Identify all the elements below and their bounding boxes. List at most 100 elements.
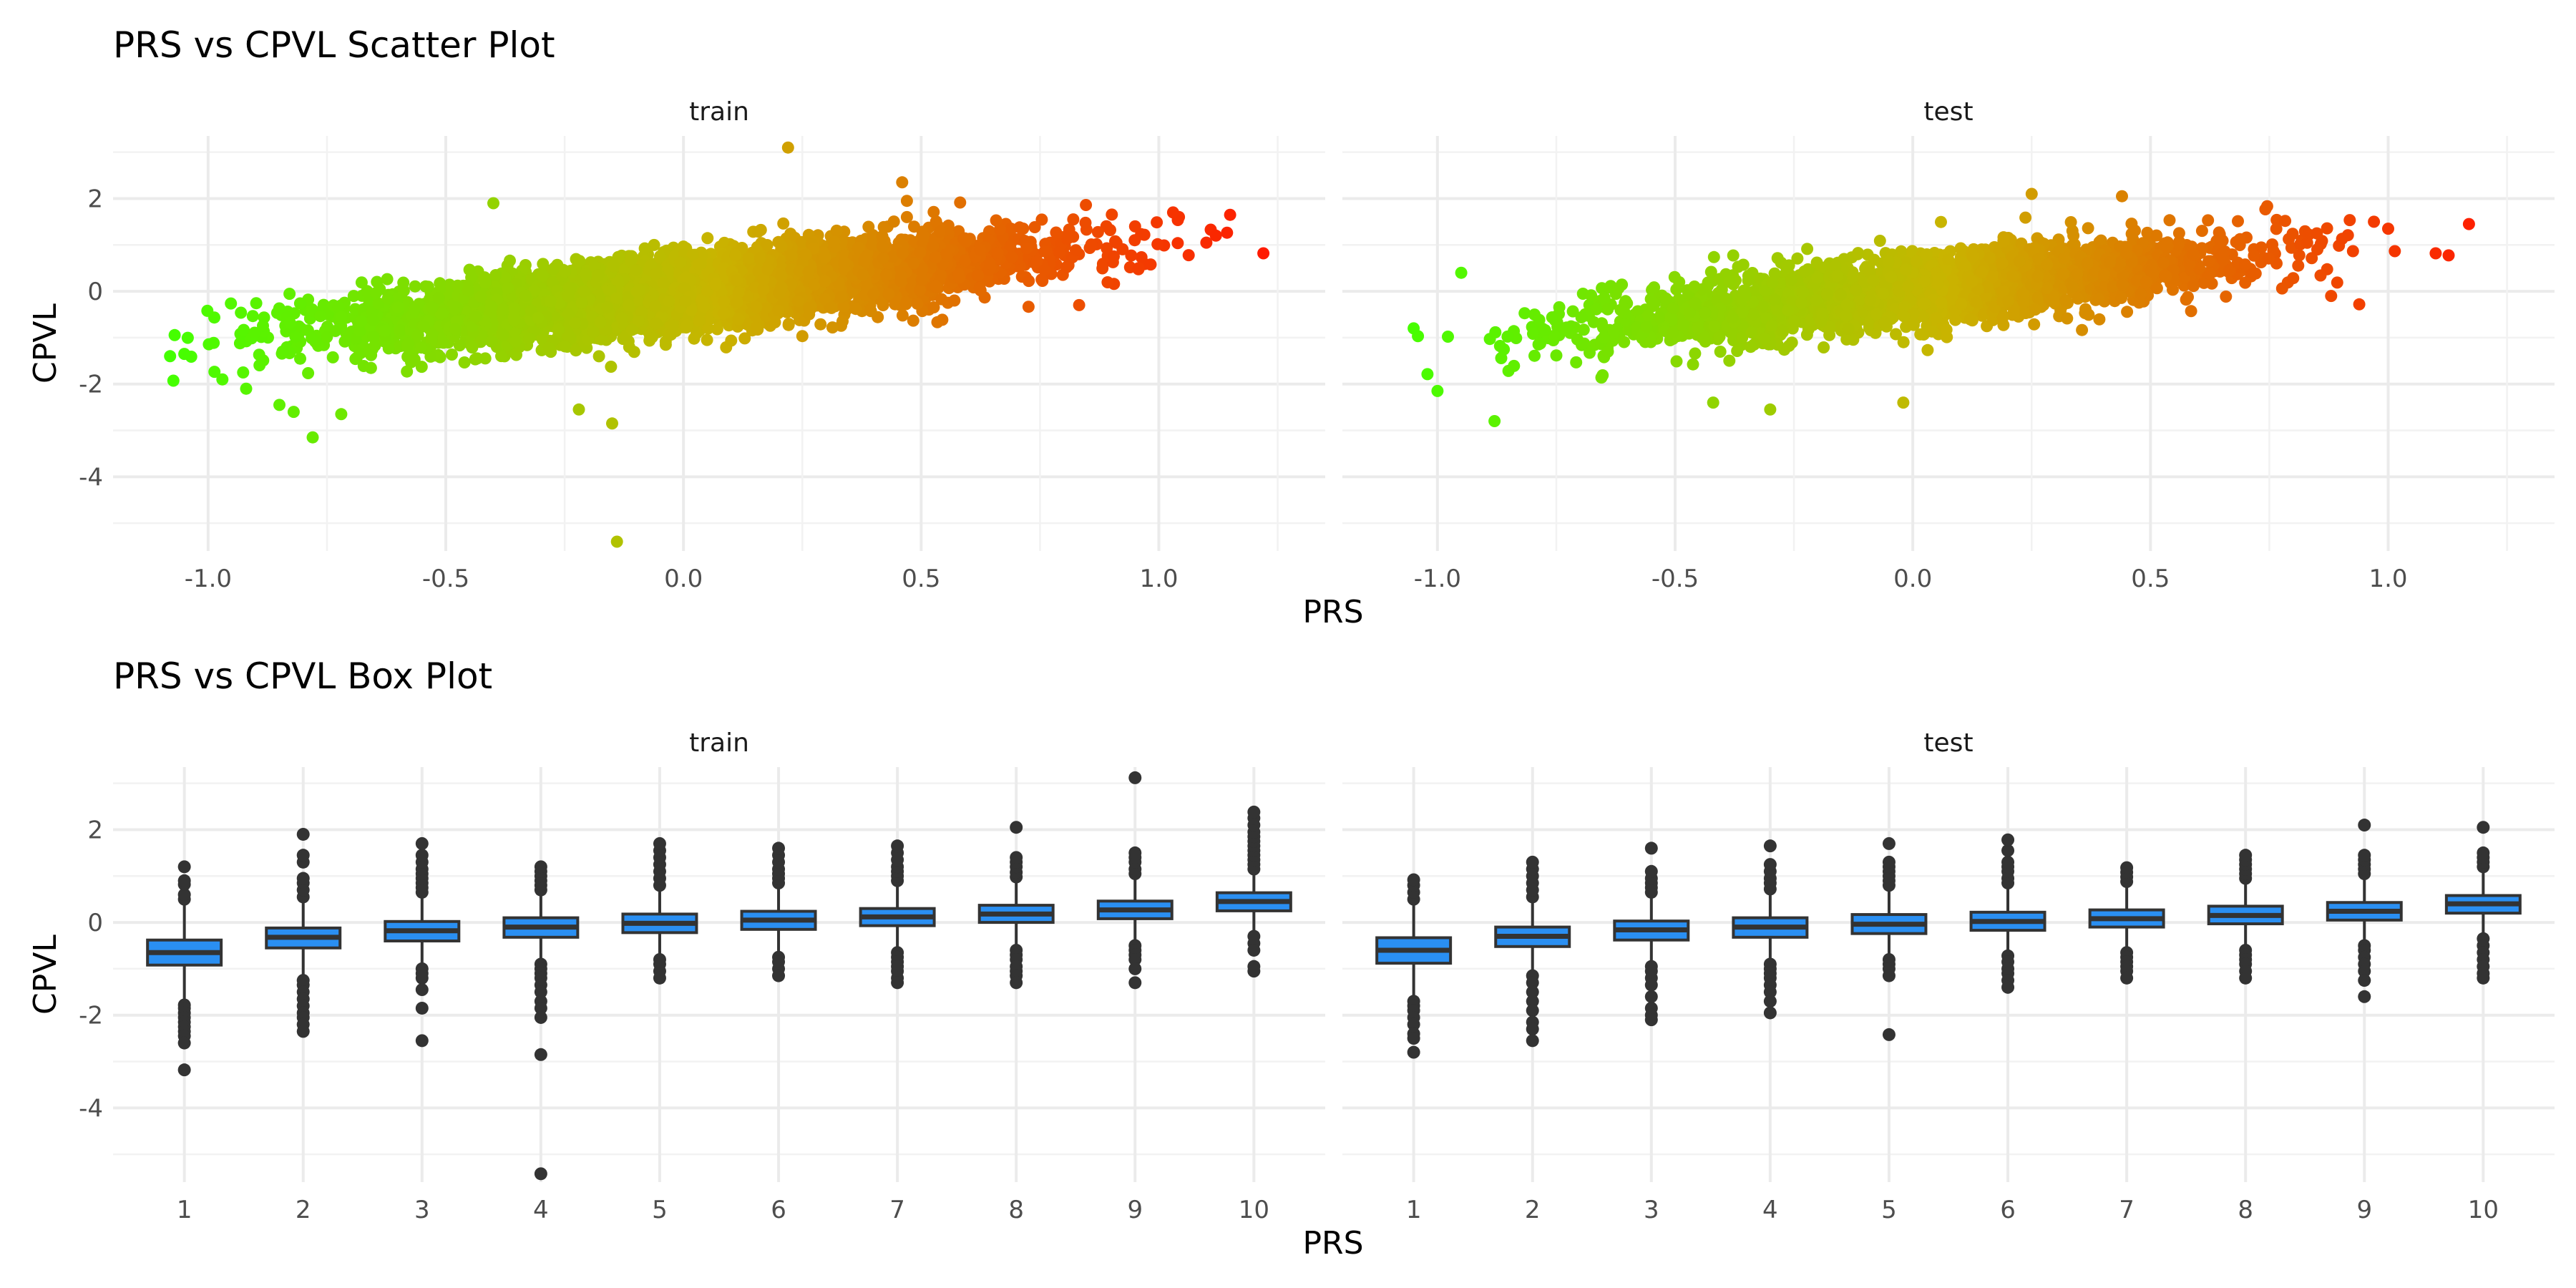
scatter-point [592, 350, 605, 363]
scatter-point [168, 328, 181, 341]
scatter-point [253, 348, 265, 361]
scatter-point [896, 309, 909, 322]
scatter-point [335, 311, 348, 323]
scatter-point [991, 247, 1004, 259]
scatter-point [752, 225, 765, 238]
scatter-point [1080, 199, 1093, 211]
scatter-point [900, 210, 913, 223]
scatter-point [497, 303, 510, 316]
scatter-point [738, 332, 751, 345]
scatter-plot-panel: PRS vs CPVL Scatter Plot train-1.0 -0.5 0.… [27, 24, 2555, 630]
scatter-point [911, 297, 924, 310]
scatter-point [761, 239, 774, 251]
scatter-point [605, 361, 618, 373]
scatter-point [777, 217, 790, 230]
scatter-point [355, 276, 368, 289]
scatter-point [826, 321, 839, 334]
scatter-point [830, 224, 843, 237]
scatter-point [725, 334, 738, 347]
scatter-point [233, 337, 246, 350]
scatter-point [502, 282, 514, 294]
scatter-point [1104, 224, 1116, 236]
scatter-point [355, 315, 368, 328]
scatter-point [338, 335, 351, 348]
x-tick-label: 0.5 [902, 565, 940, 593]
scatter-point [208, 311, 220, 324]
scatter-point [927, 205, 940, 218]
scatter-point [294, 352, 306, 365]
scatter-point [880, 269, 893, 282]
scatter-point [1110, 236, 1123, 249]
scatter-point [638, 242, 651, 255]
scatter-point [1036, 275, 1049, 287]
scatter-point [1085, 238, 1098, 251]
scatter-series-train [164, 141, 1270, 548]
scatter-point [235, 306, 248, 319]
scatter-point [1028, 221, 1041, 233]
scatter-point [276, 345, 289, 358]
scatter-point [960, 235, 972, 248]
scatter-point [458, 356, 471, 369]
scatter-point [314, 310, 327, 323]
scatter-point [248, 326, 261, 339]
scatter-point [381, 273, 394, 286]
scatter-point [408, 303, 421, 316]
y-tick-label: 0 [87, 278, 103, 306]
scatter-point [1022, 301, 1035, 313]
scatter-point [317, 298, 330, 311]
scatter-point [489, 269, 502, 281]
scatter-point [559, 340, 571, 353]
scatter-point [1138, 228, 1151, 241]
scatter-point [364, 361, 377, 374]
scatter-point [401, 340, 414, 353]
scatter-point [426, 301, 439, 314]
y-tick-label: 2 [87, 185, 103, 213]
scatter-point [1038, 245, 1051, 258]
scatter-point [1060, 261, 1073, 273]
scatter-point [237, 366, 250, 379]
scatter-point [931, 316, 944, 328]
scatter-point [930, 280, 942, 293]
scatter-point [1070, 244, 1082, 257]
scatter-point [775, 269, 788, 282]
scatter-point [849, 303, 862, 316]
scatter-point [1106, 208, 1118, 221]
scatter-point [954, 196, 967, 209]
scatter-point [828, 235, 841, 248]
scatter-point [1005, 251, 1018, 263]
scatter-point [927, 301, 940, 313]
x-tick-label: 1.0 [1139, 565, 1178, 593]
scatter-point [536, 269, 549, 282]
scatter-point [485, 335, 498, 348]
scatter-point [478, 271, 491, 284]
scatter-plot-title: PRS vs CPVL Scatter Plot [113, 24, 555, 66]
scatter-point [750, 321, 763, 334]
scatter-point [934, 225, 946, 238]
scatter-point [864, 305, 877, 318]
scatter-point [504, 254, 516, 267]
scatter-point [899, 298, 912, 311]
scatter-point [915, 273, 928, 286]
scatter-point [437, 336, 449, 349]
scatter-point [1096, 262, 1109, 275]
scatter-point [1023, 275, 1035, 288]
scatter-point [246, 310, 259, 323]
scatter-point [834, 291, 847, 303]
scatter-point [167, 374, 180, 387]
scatter-point [302, 367, 315, 379]
scatter-point [471, 352, 484, 365]
y-tick-label: -4 [79, 463, 103, 492]
scatter-point [701, 333, 713, 346]
scatter-point [1038, 263, 1051, 276]
scatter-point [401, 365, 414, 378]
scatter-point [181, 331, 194, 344]
scatter-point [283, 316, 296, 329]
scatter-point [1079, 216, 1092, 229]
scatter-point [1108, 250, 1120, 263]
scatter-point [680, 321, 693, 334]
scatter-point [625, 250, 638, 263]
scatter-point [446, 348, 458, 361]
scatter-point [283, 288, 296, 301]
